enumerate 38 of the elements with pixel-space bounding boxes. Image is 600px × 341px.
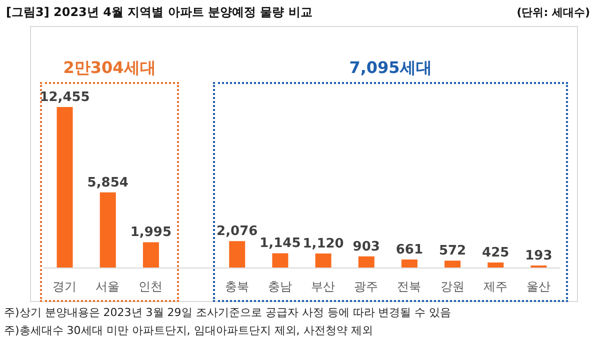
bar: [272, 253, 288, 268]
bar: [100, 192, 116, 268]
x-tick-label: 제주: [483, 280, 508, 294]
x-tick-label: 울산: [526, 280, 550, 294]
x-tick-label: 강원: [440, 280, 464, 294]
data-label: 2,076: [216, 224, 258, 240]
text: 2만304세대: [62, 58, 157, 79]
bar: [358, 256, 374, 268]
x-tick-label: 서울: [96, 280, 120, 294]
x-tick-label: 인천: [138, 280, 163, 294]
bar: [56, 107, 73, 268]
bar: [444, 260, 461, 268]
x-tick-label: 경기: [52, 280, 77, 294]
data-label: 903: [352, 239, 380, 254]
text: (단위: 세대수): [516, 5, 590, 20]
bar: [229, 241, 246, 268]
data-label: 1,145: [260, 236, 301, 252]
text: 주)총세대수 30세대 미만 아파트단지, 임대아파트단지 제외, 사전청약 제외: [4, 323, 373, 338]
bar: [401, 259, 418, 268]
data-label: 661: [396, 242, 424, 258]
x-tick-label: 충남: [268, 280, 292, 294]
data-label: 12,455: [40, 90, 90, 105]
bar: [488, 262, 504, 268]
x-tick-label: 부산: [311, 280, 336, 294]
x-tick-label: 충북: [224, 280, 249, 294]
data-label: 572: [438, 244, 466, 259]
data-label: 193: [525, 248, 552, 264]
chart-title: [그림3] 2023년 4월 지역별 아파트 분양예정 물량 비교: [6, 4, 312, 21]
text: 주)상기 분양내용은 2023년 3월 29일 조사기준으로 공급자 사정 등에 따라 변경될 수 있음: [4, 305, 452, 320]
text: 7,095세대: [348, 58, 433, 79]
bar: [315, 254, 332, 268]
bar: [142, 242, 159, 268]
data-label: 425: [482, 246, 510, 261]
data-label: 1,995: [130, 225, 172, 240]
data-label: 5,854: [87, 175, 128, 190]
x-tick-label: 광주: [354, 280, 378, 294]
x-tick-label: 전북: [397, 280, 422, 294]
data-label: 1,120: [302, 236, 344, 252]
